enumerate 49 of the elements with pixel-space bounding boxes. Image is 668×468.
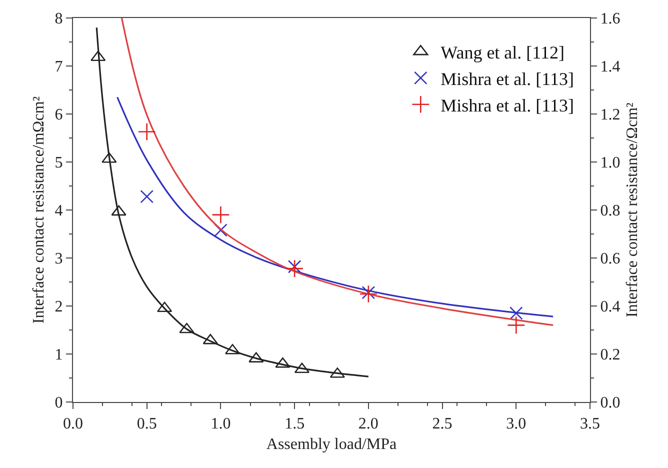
y2-tick-label: 1.4: [600, 58, 620, 76]
y-tick-label: 2: [54, 298, 63, 316]
y2-tick-label: 1.0: [600, 154, 620, 172]
y2-tick-label: 0.6: [600, 250, 620, 268]
y-tick-label: 1: [54, 346, 63, 364]
y2-axis-title: Interface contact resistance/Ωcm²: [624, 102, 641, 318]
y-tick-label: 0: [54, 394, 63, 412]
x-tick-label: 1.5: [284, 415, 305, 432]
y-tick-label: 5: [54, 154, 63, 172]
point: [90, 50, 106, 62]
x-axis-title: Assembly load/MPa: [266, 436, 397, 453]
x-tick-label: 3.5: [580, 415, 600, 432]
y2-tick-label: 0.8: [600, 202, 620, 220]
point: [286, 260, 304, 278]
x-tick-label: 2.5: [432, 415, 452, 432]
point: [507, 316, 526, 334]
y-tick-label: 8: [54, 10, 63, 28]
point: [509, 306, 523, 320]
point: [179, 322, 194, 334]
y2-tick-label: 0.2: [600, 346, 620, 364]
point: [359, 284, 378, 304]
y2-tick-label: 0.0: [600, 394, 620, 412]
y-axis-title: Interface contact resistance/mΩcm²: [30, 96, 48, 324]
point: [288, 260, 302, 274]
y2-tick-label: 1.6: [600, 10, 620, 28]
x-tick-label: 0.5: [136, 415, 157, 432]
point: [212, 206, 230, 224]
y2-tick-label: 0.4: [600, 298, 620, 316]
legend-label: Mishra et al. [113]: [440, 95, 574, 116]
legend-label: Mishra et al. [113]: [440, 68, 574, 89]
point: [275, 357, 290, 368]
point: [102, 152, 117, 163]
y-tick-label: 3: [54, 250, 63, 268]
x-tick-label: 2.0: [358, 415, 378, 432]
point: [111, 205, 126, 216]
x-tick-label: 3.0: [506, 415, 526, 432]
y2-tick-label: 1.2: [600, 106, 620, 124]
legend-label: Wang et al. [112]: [440, 42, 565, 63]
point: [138, 122, 156, 141]
y-tick-label: 7: [54, 58, 63, 76]
point: [362, 286, 376, 300]
point: [140, 190, 154, 204]
point: [214, 224, 228, 237]
x-tick-label: 1.0: [210, 415, 231, 432]
point: [202, 334, 218, 344]
x-tick-label: 0.0: [63, 415, 83, 432]
y-tick-label: 6: [54, 106, 63, 124]
y-tick-label: 4: [54, 202, 63, 220]
point: [157, 302, 172, 312]
